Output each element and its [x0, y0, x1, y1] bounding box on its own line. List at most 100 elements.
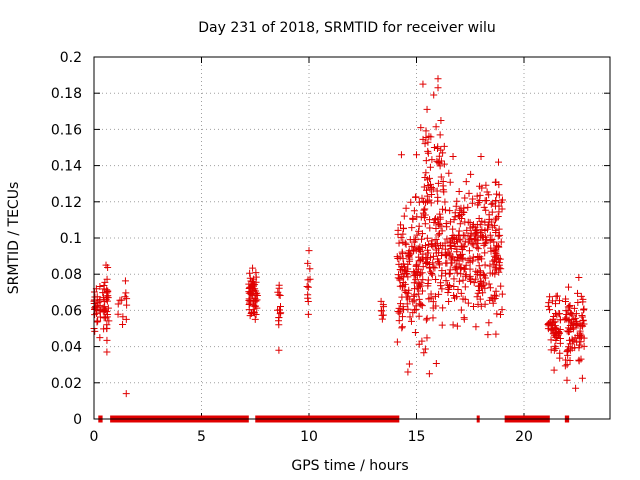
data-point — [434, 258, 442, 266]
data-point — [473, 293, 481, 301]
data-point — [445, 298, 453, 306]
data-point — [427, 133, 435, 141]
data-point — [421, 242, 429, 250]
data-point — [396, 276, 404, 284]
data-point — [487, 200, 495, 208]
data-point — [438, 321, 446, 329]
data-point — [432, 359, 440, 367]
data-point — [401, 287, 409, 295]
data-point — [403, 300, 411, 308]
data-point — [275, 346, 283, 354]
data-point — [422, 316, 430, 324]
data-point — [453, 245, 461, 253]
data-point — [429, 314, 437, 322]
data-point — [446, 266, 454, 274]
data-point — [432, 123, 440, 131]
data-point — [398, 248, 406, 256]
data-point — [91, 327, 99, 335]
data-point — [450, 275, 458, 283]
data-point — [469, 302, 477, 310]
data-point — [424, 276, 432, 284]
data-point — [420, 349, 428, 357]
data-point — [304, 294, 312, 302]
data-point — [100, 314, 108, 322]
data-point — [447, 254, 455, 262]
data-point — [435, 290, 443, 298]
data-point — [253, 304, 261, 312]
data-point — [464, 299, 472, 307]
data-point — [434, 75, 442, 83]
data-point — [550, 366, 558, 374]
data-point — [436, 162, 444, 170]
data-point — [546, 306, 554, 314]
data-point — [476, 182, 484, 190]
data-points — [90, 75, 588, 398]
data-point — [434, 197, 442, 205]
data-point — [486, 269, 494, 277]
data-point — [488, 223, 496, 231]
data-point — [418, 230, 426, 238]
data-point — [429, 185, 437, 193]
data-point — [499, 196, 506, 204]
data-point — [453, 262, 461, 270]
data-point — [103, 293, 111, 301]
data-point — [492, 330, 500, 338]
data-point — [460, 265, 468, 273]
data-point — [251, 315, 259, 323]
data-point — [393, 338, 401, 346]
data-point — [409, 215, 417, 223]
y-tick-label: 0.12 — [51, 195, 82, 211]
data-point — [399, 225, 407, 233]
data-point — [466, 274, 474, 282]
data-point — [455, 227, 463, 235]
data-point — [420, 197, 428, 205]
data-point — [419, 263, 427, 271]
data-point — [453, 269, 461, 277]
data-point — [495, 158, 503, 166]
data-point — [446, 241, 454, 249]
data-point — [563, 361, 571, 369]
data-point — [580, 320, 588, 328]
data-point — [556, 349, 564, 357]
data-point — [562, 314, 570, 322]
data-point — [441, 245, 449, 253]
data-point — [442, 277, 450, 285]
data-point — [453, 293, 461, 301]
data-point — [397, 151, 405, 159]
data-point — [477, 302, 485, 310]
data-point — [485, 221, 493, 229]
data-point — [420, 183, 428, 191]
data-point — [478, 217, 486, 225]
data-point — [428, 156, 436, 164]
data-point — [464, 218, 472, 226]
data-point — [441, 239, 449, 247]
data-point — [253, 289, 261, 297]
data-point — [405, 360, 413, 368]
y-tick-label: 0.06 — [51, 303, 82, 319]
data-point — [252, 269, 260, 277]
data-point — [277, 302, 285, 310]
y-tick-label: 0.04 — [51, 340, 82, 356]
data-point — [445, 286, 453, 294]
data-point — [553, 292, 561, 300]
data-point — [402, 240, 410, 248]
data-point — [569, 337, 577, 345]
y-tick-label: 0.18 — [51, 86, 82, 102]
data-point — [275, 291, 283, 299]
data-point — [579, 298, 587, 306]
data-point — [497, 282, 505, 290]
data-point — [564, 346, 572, 354]
data-point — [475, 199, 483, 207]
data-point — [454, 212, 462, 220]
data-point — [469, 195, 477, 203]
data-point — [423, 105, 431, 113]
data-point — [433, 144, 441, 152]
data-point — [411, 306, 419, 314]
data-point — [493, 310, 501, 318]
data-point — [123, 301, 131, 309]
data-point — [562, 356, 570, 364]
data-point — [435, 220, 443, 228]
data-point — [416, 281, 424, 289]
data-point — [435, 152, 443, 160]
data-point — [438, 285, 446, 293]
